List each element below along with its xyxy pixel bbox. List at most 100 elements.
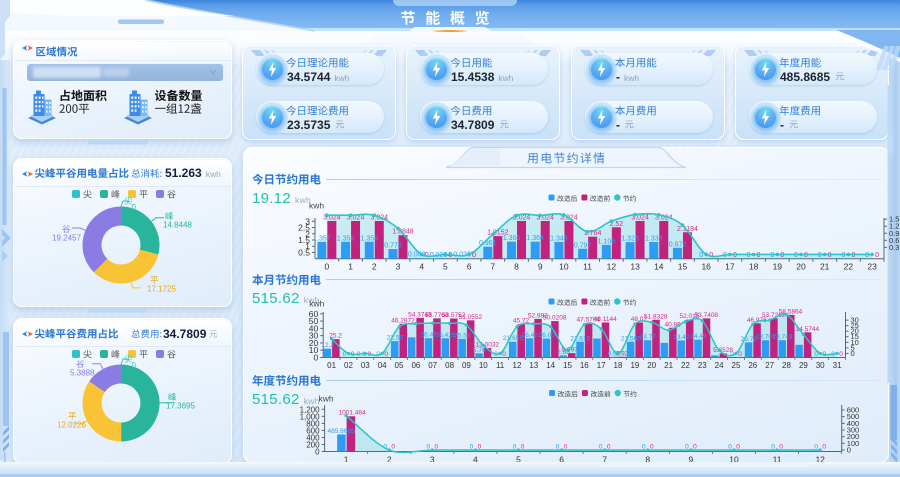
svg-text:25: 25 bbox=[851, 321, 859, 330]
svg-text:45.72: 45.72 bbox=[513, 318, 530, 325]
svg-text:2.5: 2.5 bbox=[298, 223, 310, 233]
svg-text:0: 0 bbox=[733, 252, 737, 259]
svg-text:0: 0 bbox=[448, 252, 452, 259]
svg-text:kwh: kwh bbox=[309, 201, 324, 211]
svg-text:0: 0 bbox=[556, 444, 560, 451]
svg-text:0: 0 bbox=[851, 349, 855, 358]
svg-text:0.961: 0.961 bbox=[479, 240, 497, 247]
svg-text:100: 100 bbox=[847, 439, 860, 448]
svg-text:0: 0 bbox=[132, 203, 137, 212]
svg-text:0.872: 0.872 bbox=[669, 241, 687, 248]
svg-text:0: 0 bbox=[728, 444, 732, 451]
svg-text:0: 0 bbox=[478, 444, 482, 451]
svg-text:21: 21 bbox=[664, 361, 673, 370]
svg-text:0.92: 0.92 bbox=[616, 350, 629, 357]
svg-text:0: 0 bbox=[839, 351, 843, 358]
svg-text:kwh: kwh bbox=[309, 299, 324, 309]
svg-text:0.048: 0.048 bbox=[408, 252, 426, 259]
svg-text:0: 0 bbox=[502, 351, 506, 358]
svg-text:20: 20 bbox=[647, 361, 656, 370]
svg-text:19: 19 bbox=[630, 361, 639, 370]
svg-text:0: 0 bbox=[642, 444, 646, 451]
svg-text:12.2: 12.2 bbox=[321, 342, 334, 349]
svg-text:29: 29 bbox=[799, 361, 808, 370]
svg-text:0: 0 bbox=[804, 252, 808, 259]
svg-text:26.425: 26.425 bbox=[436, 332, 456, 339]
svg-text:0: 0 bbox=[865, 252, 869, 259]
svg-text:13: 13 bbox=[529, 361, 538, 370]
svg-text:30: 30 bbox=[851, 316, 859, 325]
svg-text:0: 0 bbox=[814, 444, 818, 451]
svg-text:9: 9 bbox=[689, 455, 694, 465]
svg-text:800: 800 bbox=[306, 419, 320, 428]
svg-text:23: 23 bbox=[698, 361, 707, 370]
svg-text:11: 11 bbox=[773, 455, 782, 465]
svg-text:0: 0 bbox=[391, 444, 395, 451]
svg-text:20.72: 20.72 bbox=[741, 336, 758, 343]
svg-text:53.5752: 53.5752 bbox=[442, 312, 466, 319]
svg-text:600: 600 bbox=[847, 406, 860, 415]
svg-text:23.707: 23.707 bbox=[756, 334, 776, 341]
svg-text:0: 0 bbox=[851, 252, 855, 259]
svg-text:1,000: 1,000 bbox=[300, 412, 321, 421]
svg-text:21.565: 21.565 bbox=[621, 335, 641, 342]
svg-text:1.8848: 1.8848 bbox=[392, 229, 414, 236]
svg-text:0: 0 bbox=[315, 448, 320, 457]
svg-text:1.8152: 1.8152 bbox=[487, 230, 509, 237]
svg-text:2.88: 2.88 bbox=[557, 349, 570, 356]
svg-text:1.358: 1.358 bbox=[361, 235, 379, 242]
svg-text:24: 24 bbox=[715, 361, 724, 370]
svg-text:0: 0 bbox=[384, 351, 388, 358]
svg-text:0: 0 bbox=[383, 444, 387, 451]
svg-text:23.42: 23.42 bbox=[673, 334, 690, 341]
svg-text:200: 200 bbox=[847, 432, 860, 441]
svg-text:01: 01 bbox=[327, 361, 336, 370]
svg-text:0: 0 bbox=[780, 252, 784, 259]
svg-text:5: 5 bbox=[516, 455, 521, 465]
svg-text:0: 0 bbox=[875, 252, 879, 259]
svg-text:26.47: 26.47 bbox=[421, 332, 438, 339]
svg-text:48.02: 48.02 bbox=[631, 316, 648, 323]
svg-text:500: 500 bbox=[847, 412, 860, 421]
svg-text:17: 17 bbox=[597, 361, 606, 370]
svg-text:3.024: 3.024 bbox=[536, 215, 554, 222]
svg-text:53.7768: 53.7768 bbox=[425, 312, 449, 319]
svg-text:1.338: 1.338 bbox=[645, 236, 663, 243]
svg-text:11: 11 bbox=[583, 262, 592, 272]
svg-text:0: 0 bbox=[747, 252, 751, 259]
svg-text:15: 15 bbox=[563, 361, 572, 370]
svg-text:31: 31 bbox=[833, 361, 842, 370]
svg-text:08: 08 bbox=[445, 361, 454, 370]
svg-text:20: 20 bbox=[851, 327, 859, 336]
svg-text:05: 05 bbox=[395, 361, 404, 370]
svg-text:0: 0 bbox=[699, 252, 703, 259]
svg-text:0: 0 bbox=[564, 444, 568, 451]
svg-text:3: 3 bbox=[305, 216, 310, 226]
svg-text:2.1184: 2.1184 bbox=[677, 226, 698, 233]
svg-text:10: 10 bbox=[851, 338, 859, 347]
svg-text:18: 18 bbox=[749, 262, 759, 272]
svg-text:kwh: kwh bbox=[319, 394, 334, 404]
svg-text:53.7262: 53.7262 bbox=[762, 312, 786, 319]
svg-text:17: 17 bbox=[725, 262, 735, 272]
svg-text:22: 22 bbox=[844, 262, 854, 272]
svg-text:12: 12 bbox=[815, 455, 825, 465]
svg-text:3.024: 3.024 bbox=[513, 215, 531, 222]
svg-text:21.655: 21.655 bbox=[503, 335, 523, 342]
svg-text:10: 10 bbox=[479, 361, 488, 370]
svg-text:26.42: 26.42 bbox=[522, 332, 539, 339]
svg-text:9: 9 bbox=[538, 262, 543, 272]
svg-text:0: 0 bbox=[828, 252, 832, 259]
svg-text:23.77: 23.77 bbox=[640, 334, 657, 341]
svg-text:0: 0 bbox=[738, 351, 742, 358]
svg-text:0.5: 0.5 bbox=[298, 248, 310, 258]
svg-text:8: 8 bbox=[514, 262, 519, 272]
svg-text:12: 12 bbox=[607, 262, 617, 272]
svg-text:17.1725: 17.1725 bbox=[147, 285, 176, 294]
svg-text:19.2457: 19.2457 bbox=[52, 234, 81, 243]
svg-text:0: 0 bbox=[132, 361, 137, 370]
svg-text:0: 0 bbox=[325, 262, 330, 272]
svg-text:1.2: 1.2 bbox=[889, 222, 899, 231]
svg-text:0.6: 0.6 bbox=[889, 236, 899, 245]
svg-text:06: 06 bbox=[411, 361, 420, 370]
